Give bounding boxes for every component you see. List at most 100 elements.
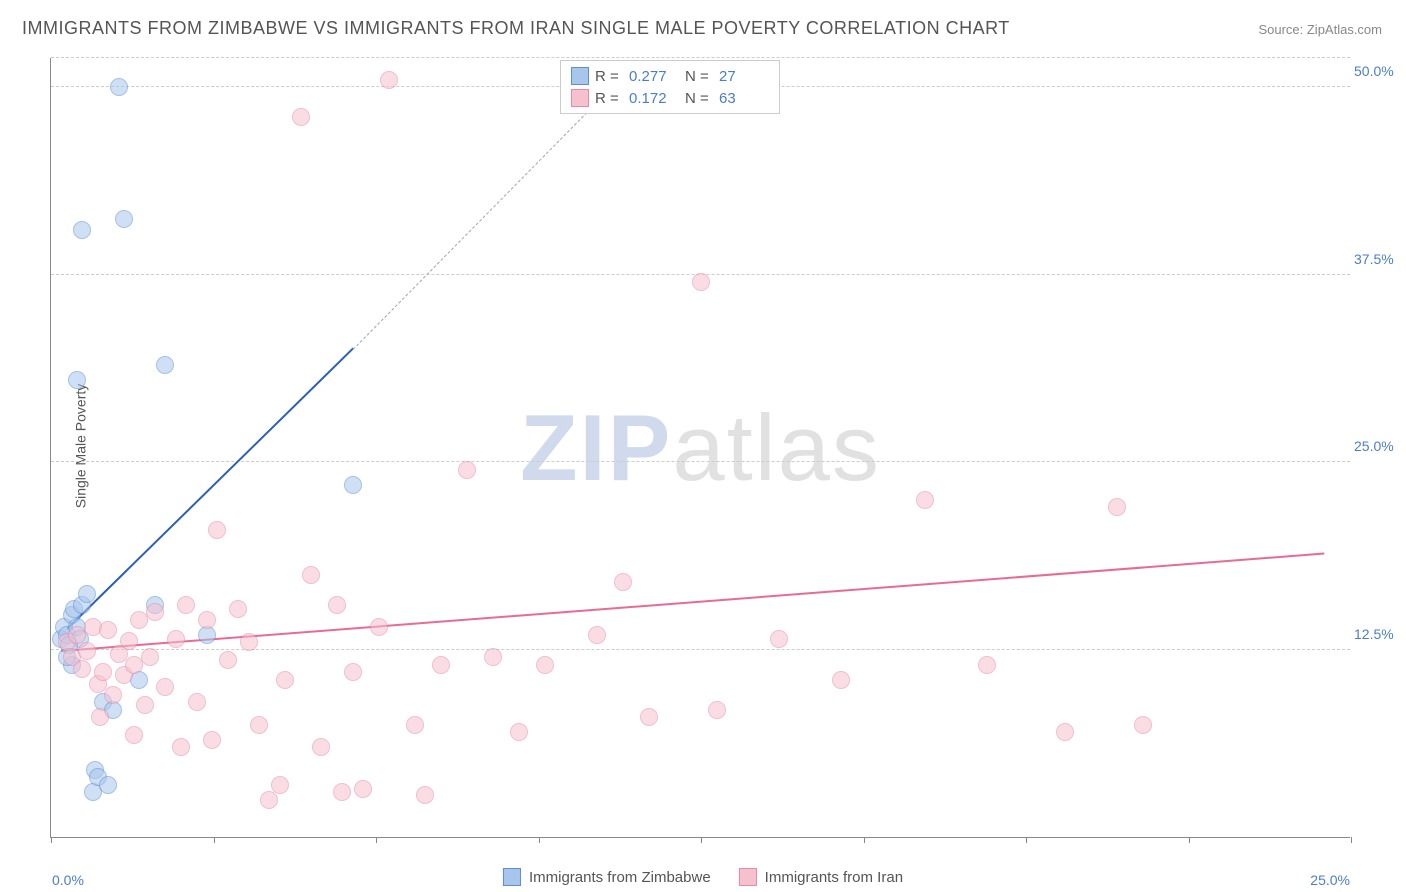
data-point xyxy=(271,776,289,794)
data-point xyxy=(344,663,362,681)
data-point xyxy=(167,630,185,648)
data-point xyxy=(141,648,159,666)
y-tick-label: 25.0% xyxy=(1354,438,1402,454)
r-value: 0.172 xyxy=(629,90,679,107)
source-name: ZipAtlas.com xyxy=(1307,22,1382,37)
data-point xyxy=(770,630,788,648)
r-label: R = xyxy=(595,68,623,85)
data-point xyxy=(978,656,996,674)
data-point xyxy=(94,663,112,681)
legend-swatch xyxy=(571,67,589,85)
n-label: N = xyxy=(685,90,713,107)
x-tick xyxy=(864,837,865,843)
legend-item: Immigrants from Zimbabwe xyxy=(503,868,711,886)
data-point xyxy=(416,786,434,804)
data-point xyxy=(510,723,528,741)
n-label: N = xyxy=(685,68,713,85)
data-point xyxy=(708,701,726,719)
data-point xyxy=(125,726,143,744)
gridline xyxy=(51,461,1350,462)
x-tick xyxy=(51,837,52,843)
chart-title: IMMIGRANTS FROM ZIMBABWE VS IMMIGRANTS F… xyxy=(22,18,1010,39)
data-point xyxy=(99,621,117,639)
r-label: R = xyxy=(595,90,623,107)
data-point xyxy=(91,708,109,726)
data-point xyxy=(692,273,710,291)
data-point xyxy=(240,633,258,651)
data-point xyxy=(177,596,195,614)
data-point xyxy=(156,678,174,696)
x-axis-end-label: 25.0% xyxy=(1310,872,1350,888)
source-attribution: Source: ZipAtlas.com xyxy=(1258,22,1382,37)
x-tick xyxy=(701,837,702,843)
data-point xyxy=(146,603,164,621)
watermark-zip: ZIP xyxy=(520,395,672,500)
data-point xyxy=(832,671,850,689)
data-point xyxy=(73,660,91,678)
legend-swatch xyxy=(503,868,521,886)
data-point xyxy=(68,371,86,389)
data-point xyxy=(120,632,138,650)
data-point xyxy=(312,738,330,756)
y-tick-label: 50.0% xyxy=(1354,63,1402,79)
legend-swatch xyxy=(739,868,757,886)
source-prefix: Source: xyxy=(1258,22,1306,37)
n-value: 63 xyxy=(719,90,769,107)
r-value: 0.277 xyxy=(629,68,679,85)
legend-item: Immigrants from Iran xyxy=(739,868,903,886)
x-tick xyxy=(1351,837,1352,843)
x-tick xyxy=(1189,837,1190,843)
legend-swatch xyxy=(571,89,589,107)
correlation-chart: IMMIGRANTS FROM ZIMBABWE VS IMMIGRANTS F… xyxy=(0,0,1406,892)
data-point xyxy=(458,461,476,479)
data-point xyxy=(188,693,206,711)
data-point xyxy=(172,738,190,756)
x-tick xyxy=(1026,837,1027,843)
data-point xyxy=(229,600,247,618)
data-point xyxy=(406,716,424,734)
trend-line xyxy=(66,348,353,630)
x-tick xyxy=(539,837,540,843)
plot-area: ZIPatlas 12.5%25.0%37.5%50.0% xyxy=(50,58,1350,838)
data-point xyxy=(115,210,133,228)
data-point xyxy=(344,476,362,494)
data-point xyxy=(73,221,91,239)
y-tick-label: 12.5% xyxy=(1354,626,1402,642)
watermark: ZIPatlas xyxy=(520,394,881,502)
data-point xyxy=(916,491,934,509)
data-point xyxy=(640,708,658,726)
data-point xyxy=(250,716,268,734)
legend-stats-row: R = 0.277 N = 27 xyxy=(571,65,769,87)
data-point xyxy=(292,108,310,126)
data-point xyxy=(333,783,351,801)
data-point xyxy=(588,626,606,644)
data-point xyxy=(354,780,372,798)
data-point xyxy=(484,648,502,666)
data-point xyxy=(302,566,320,584)
data-point xyxy=(1108,498,1126,516)
data-point xyxy=(1134,716,1152,734)
data-point xyxy=(370,618,388,636)
legend-series: Immigrants from Zimbabwe Immigrants from … xyxy=(503,868,903,886)
data-point xyxy=(156,356,174,374)
n-value: 27 xyxy=(719,68,769,85)
data-point xyxy=(99,776,117,794)
data-point xyxy=(432,656,450,674)
data-point xyxy=(104,686,122,704)
x-tick xyxy=(376,837,377,843)
trend-line-extension xyxy=(352,101,597,349)
legend-label: Immigrants from Iran xyxy=(765,869,903,886)
data-point xyxy=(380,71,398,89)
data-point xyxy=(536,656,554,674)
data-point xyxy=(208,521,226,539)
gridline xyxy=(51,57,1350,58)
legend-stats-box: R = 0.277 N = 27 R = 0.172 N = 63 xyxy=(560,60,780,114)
data-point xyxy=(614,573,632,591)
legend-stats-row: R = 0.172 N = 63 xyxy=(571,87,769,109)
x-axis-origin-label: 0.0% xyxy=(52,872,84,888)
data-point xyxy=(78,642,96,660)
data-point xyxy=(198,611,216,629)
data-point xyxy=(203,731,221,749)
data-point xyxy=(219,651,237,669)
data-point xyxy=(110,78,128,96)
